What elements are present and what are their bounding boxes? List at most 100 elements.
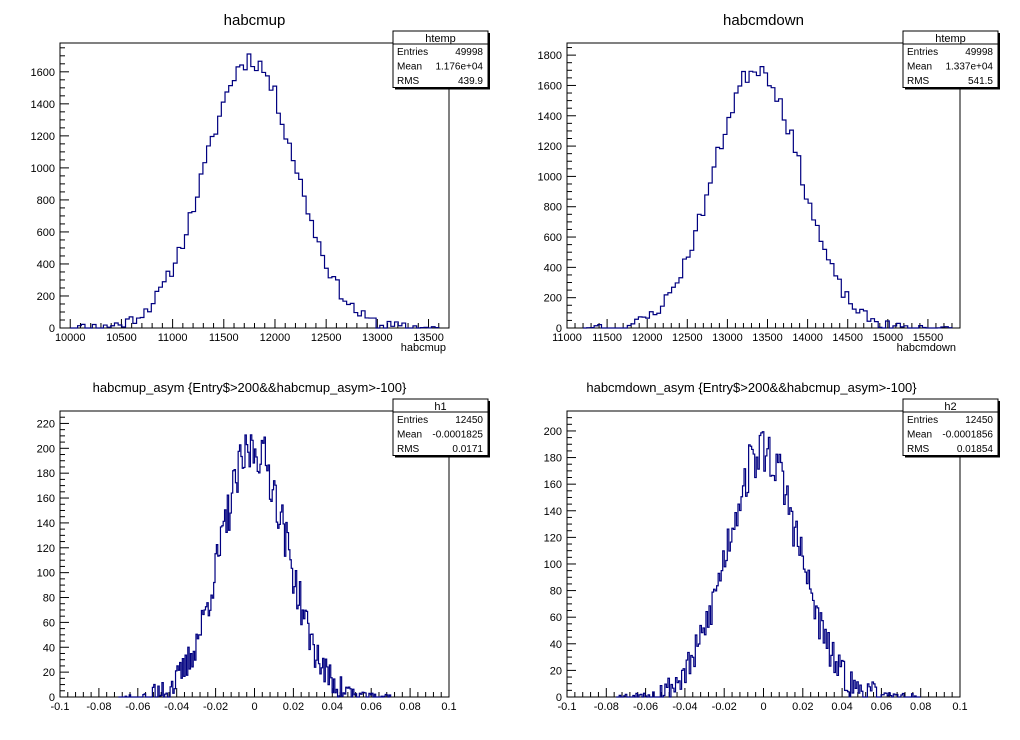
- x-tick-label: -0.06: [125, 701, 150, 713]
- stats-value: -0.0001825: [432, 430, 483, 441]
- x-tick-label: 15000: [873, 332, 904, 344]
- stats-label: RMS: [907, 76, 930, 87]
- y-tick-label: 180: [544, 453, 562, 465]
- y-tick-label: 0: [49, 323, 55, 335]
- histogram-panel-1: habcmup 0 200 400 600 800 1000 1200 1400 1600 1000…: [31, 12, 490, 354]
- stats-box-frame: [902, 30, 999, 88]
- x-tick-label: 0.04: [322, 701, 343, 713]
- x-tick-label: 0.06: [360, 701, 381, 713]
- x-tick-label: -0.1: [51, 701, 70, 713]
- x-tick-label: 14500: [832, 332, 863, 344]
- histogram-step-line: [118, 434, 392, 698]
- plot-frame: [566, 42, 961, 329]
- y-tick-label: 200: [544, 293, 562, 305]
- y-tick-label: 400: [544, 262, 562, 274]
- x-tick-label: 11500: [209, 332, 239, 344]
- stats-label: Mean: [397, 62, 422, 73]
- plot-frame: [59, 42, 450, 329]
- x-tick-label: 0.02: [283, 701, 304, 713]
- y-tick-label: 20: [550, 665, 562, 677]
- x-tick-label: -0.04: [672, 701, 697, 713]
- x-tick-label: 13000: [362, 332, 393, 344]
- histogram-step-line: [583, 66, 953, 329]
- y-tick-label: 1000: [31, 163, 55, 175]
- y-tick-label: 160: [544, 479, 562, 491]
- y-tick-label: 1400: [538, 111, 562, 123]
- stats-label: Entries: [397, 47, 428, 58]
- x-tick-label: 0.06: [871, 701, 892, 713]
- stats-label: Entries: [907, 415, 938, 426]
- x-axis: 10000 10500 11000 11500 12000 12500 13000 13500: [55, 319, 450, 344]
- x-tick-label: -0.08: [86, 701, 111, 713]
- x-tick-label: 0.1: [441, 701, 456, 713]
- x-tick-label: -0.08: [594, 701, 619, 713]
- stats-box: htemp Entries 49998 Mean 1.337e+04 RMS 541.5: [902, 30, 1000, 90]
- x-tick-label: 13500: [413, 332, 444, 344]
- y-tick-label: 1800: [538, 50, 562, 62]
- stats-label: RMS: [397, 444, 420, 455]
- y-tick-label: 60: [43, 617, 55, 629]
- chart-title: habcmup_asym {Entry$>200&&habcmup_asym>-…: [93, 380, 407, 395]
- x-tick-label: 11500: [592, 332, 622, 344]
- x-tick-label: 0.04: [831, 701, 852, 713]
- histogram-panel-4: habcmdown_asym {Entry$>200&&habcmup_asym…: [544, 380, 1000, 713]
- x-tick-label: 0: [251, 701, 257, 713]
- y-tick-label: 80: [43, 593, 55, 605]
- chart-title: habcmup: [224, 12, 286, 29]
- x-tick-label: 10000: [55, 332, 86, 344]
- stats-box-name: h1: [434, 401, 446, 413]
- stats-label: Entries: [397, 415, 428, 426]
- y-tick-label: 1200: [31, 131, 55, 143]
- stats-value: 12450: [455, 415, 483, 426]
- x-axis: -0.1 -0.08 -0.06 -0.04 -0.02 0 0.02 0.04 0.06 0.0…: [558, 688, 968, 713]
- x-axis-label: habcmdown: [897, 342, 956, 354]
- y-tick-label: 20: [43, 667, 55, 679]
- x-axis-label: habcmup: [401, 342, 446, 354]
- x-tick-label: 11000: [158, 332, 188, 344]
- x-tick-label: -0.1: [558, 701, 577, 713]
- stats-box: h1 Entries 12450 Mean -0.0001825 RMS 0.0171: [392, 398, 490, 458]
- y-tick-label: 80: [550, 586, 562, 598]
- x-tick-label: 12500: [311, 332, 342, 344]
- y-axis: 0 20 40 60 80 100 120 140 160 180 200: [544, 410, 576, 704]
- y-tick-label: 0: [556, 692, 562, 704]
- chart-title: habcmdown_asym {Entry$>200&&habcmup_asym…: [586, 380, 917, 395]
- y-tick-label: 160: [37, 493, 55, 505]
- histogram-series: [583, 66, 953, 329]
- histogram-series: [118, 434, 392, 698]
- y-tick-label: 1000: [538, 171, 562, 183]
- y-tick-label: 40: [550, 639, 562, 651]
- y-tick-label: 140: [37, 518, 55, 530]
- y-tick-label: 200: [37, 443, 55, 455]
- stats-box-frame: [392, 30, 489, 88]
- stats-value: -0.0001856: [942, 430, 993, 441]
- histogram-step-line: [70, 53, 440, 329]
- x-axis: 11000 11500 12000 12500 13000 13500 14000 14500…: [552, 319, 961, 344]
- stats-value: 0.01854: [957, 444, 994, 455]
- stats-value: 541.5: [968, 76, 993, 87]
- y-tick-label: 140: [544, 506, 562, 518]
- x-tick-label: -0.06: [633, 701, 658, 713]
- x-tick-label: 10500: [106, 332, 137, 344]
- y-tick-label: 600: [37, 227, 55, 239]
- y-tick-label: 200: [544, 426, 562, 438]
- stats-box-name: h2: [944, 401, 956, 413]
- chart-title: habcmdown: [723, 12, 804, 29]
- stats-box-name: htemp: [425, 33, 456, 45]
- y-tick-label: 120: [37, 543, 55, 555]
- stats-label: Mean: [907, 62, 932, 73]
- y-tick-label: 120: [544, 532, 562, 544]
- stats-label: RMS: [907, 444, 930, 455]
- stats-value: 12450: [965, 415, 993, 426]
- x-tick-label: 13000: [712, 332, 743, 344]
- stats-value: 1.176e+04: [435, 62, 483, 73]
- x-tick-label: 11000: [552, 332, 582, 344]
- stats-label: RMS: [397, 76, 420, 87]
- histogram-panel-2: habcmdown 0 200 400 600 800 1000 1200 1400 1600 18…: [538, 12, 1000, 354]
- x-tick-label: 13500: [752, 332, 783, 344]
- y-tick-label: 220: [37, 418, 55, 430]
- x-tick-label: 0: [760, 701, 766, 713]
- y-tick-label: 1600: [538, 80, 562, 92]
- stats-box-frame: [902, 398, 999, 456]
